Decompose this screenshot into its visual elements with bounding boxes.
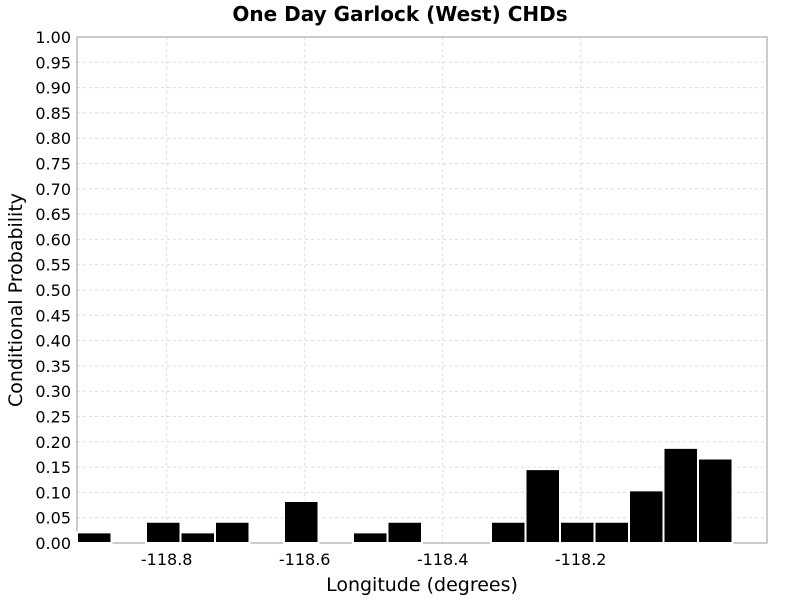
y-tick-label: 0.25 <box>35 408 71 427</box>
y-tick-label: 0.95 <box>35 53 71 72</box>
y-tick-label: 0.60 <box>35 230 71 249</box>
histogram-bar <box>386 520 423 544</box>
y-tick-label: 0.80 <box>35 129 71 148</box>
y-axis-label: Conditional Probability <box>5 193 27 407</box>
y-tick-label: 0.90 <box>35 79 71 98</box>
histogram-bar <box>662 446 699 545</box>
histogram-bar <box>352 531 389 545</box>
y-tick-label: 0.70 <box>35 180 71 199</box>
x-axis-label: Longitude (degrees) <box>326 574 518 596</box>
y-tick-label: 0.35 <box>35 357 71 376</box>
y-tick-label: 0.45 <box>35 306 71 325</box>
y-tick-label: 0.55 <box>35 256 71 275</box>
bars <box>76 446 734 545</box>
y-tick-label: 0.40 <box>35 332 71 351</box>
y-tick-label: 1.00 <box>35 28 71 47</box>
histogram-bar <box>76 531 113 545</box>
y-tick-label: 0.05 <box>35 509 71 528</box>
histogram-bar <box>145 520 182 544</box>
y-axis-ticks: 0.00 0.05 0.10 0.15 0.20 0.25 0.30 0.35 0.40 0.45… <box>35 28 71 553</box>
y-tick-label: 0.00 <box>35 534 71 553</box>
grid-lines <box>77 37 767 543</box>
chart-title: One Day Garlock (West) CHDs <box>232 2 567 26</box>
histogram-bar <box>524 468 561 544</box>
histogram-bar <box>593 520 630 544</box>
y-tick-label: 0.15 <box>35 458 71 477</box>
histogram-bar <box>559 520 596 544</box>
y-tick-label: 0.85 <box>35 104 71 123</box>
y-tick-label: 0.20 <box>35 433 71 452</box>
x-tick-label: -118.8 <box>141 550 193 569</box>
histogram-bar <box>628 489 665 545</box>
y-tick-label: 0.65 <box>35 205 71 224</box>
x-tick-label: -118.4 <box>417 550 469 569</box>
y-tick-label: 0.10 <box>35 483 71 502</box>
y-tick-label: 0.75 <box>35 155 71 174</box>
histogram-bar <box>283 500 320 545</box>
y-tick-label: 0.30 <box>35 382 71 401</box>
histogram-bar <box>490 520 527 544</box>
x-axis-ticks: -118.8 -118.6 -118.4 -118.2 <box>141 550 607 569</box>
x-tick-label: -118.6 <box>279 550 331 569</box>
histogram-bar <box>179 531 216 545</box>
histogram-bar <box>214 520 251 544</box>
y-tick-label: 0.50 <box>35 281 71 300</box>
x-tick-label: -118.2 <box>555 550 607 569</box>
histogram-bar <box>697 457 734 544</box>
